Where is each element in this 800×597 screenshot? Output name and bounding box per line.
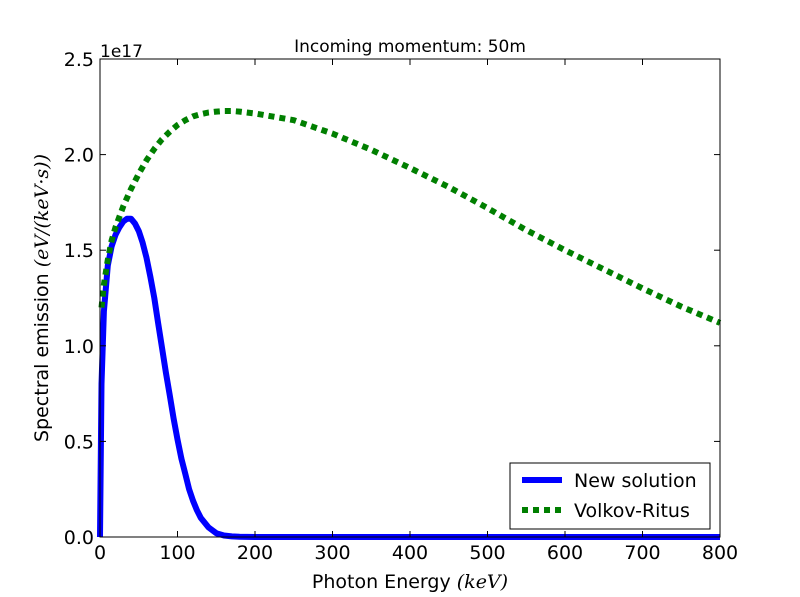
x-tick-label-500: 500: [469, 542, 505, 564]
x-tick-label-100: 100: [159, 542, 195, 564]
legend-label-volkov-ritus: Volkov-Ritus: [574, 500, 690, 522]
x-tick-label-300: 300: [314, 542, 350, 564]
x-tick-label-800: 800: [702, 542, 738, 564]
legend: New solution Volkov-Ritus: [509, 462, 711, 530]
x-tick-label-0: 0: [94, 542, 106, 564]
y-offset-label: 1e17: [100, 42, 143, 62]
x-axis-ticks: 0 100 200 300 400 500 600 700 800: [94, 59, 738, 564]
x-tick-label-200: 200: [237, 542, 273, 564]
x-axis-unit: (keV): [457, 571, 508, 593]
y-axis-title: Spectral emission (eV/(keV·s)): [31, 154, 53, 442]
legend-label-new-solution: New solution: [574, 470, 697, 492]
x-axis-label: Photon Energy: [312, 571, 451, 593]
x-tick-label-600: 600: [547, 542, 583, 564]
y-tick-label-0.5: 0.5: [64, 431, 94, 453]
x-tick-label-700: 700: [624, 542, 660, 564]
y-axis-unit: (eV/(keV·s)): [31, 154, 53, 267]
y-tick-label-2.0: 2.0: [64, 145, 94, 167]
plot-area: [100, 59, 720, 537]
x-axis-title: Photon Energy (keV): [312, 571, 508, 593]
y-tick-label-2.5: 2.5: [64, 49, 94, 71]
chart-title: Incoming momentum: 50m: [294, 37, 526, 57]
x-tick-label-400: 400: [392, 542, 428, 564]
y-axis-ticks: 0.0 0.5 1.0 1.5 2.0 2.5: [64, 49, 720, 549]
legend-box: [509, 462, 711, 530]
y-tick-label-0.0: 0.0: [64, 527, 94, 549]
y-tick-label-1.5: 1.5: [64, 240, 94, 262]
y-axis-label: Spectral emission: [31, 273, 53, 442]
y-tick-label-1.0: 1.0: [64, 336, 94, 358]
series-line-volkov-ritus: [98, 108, 722, 326]
